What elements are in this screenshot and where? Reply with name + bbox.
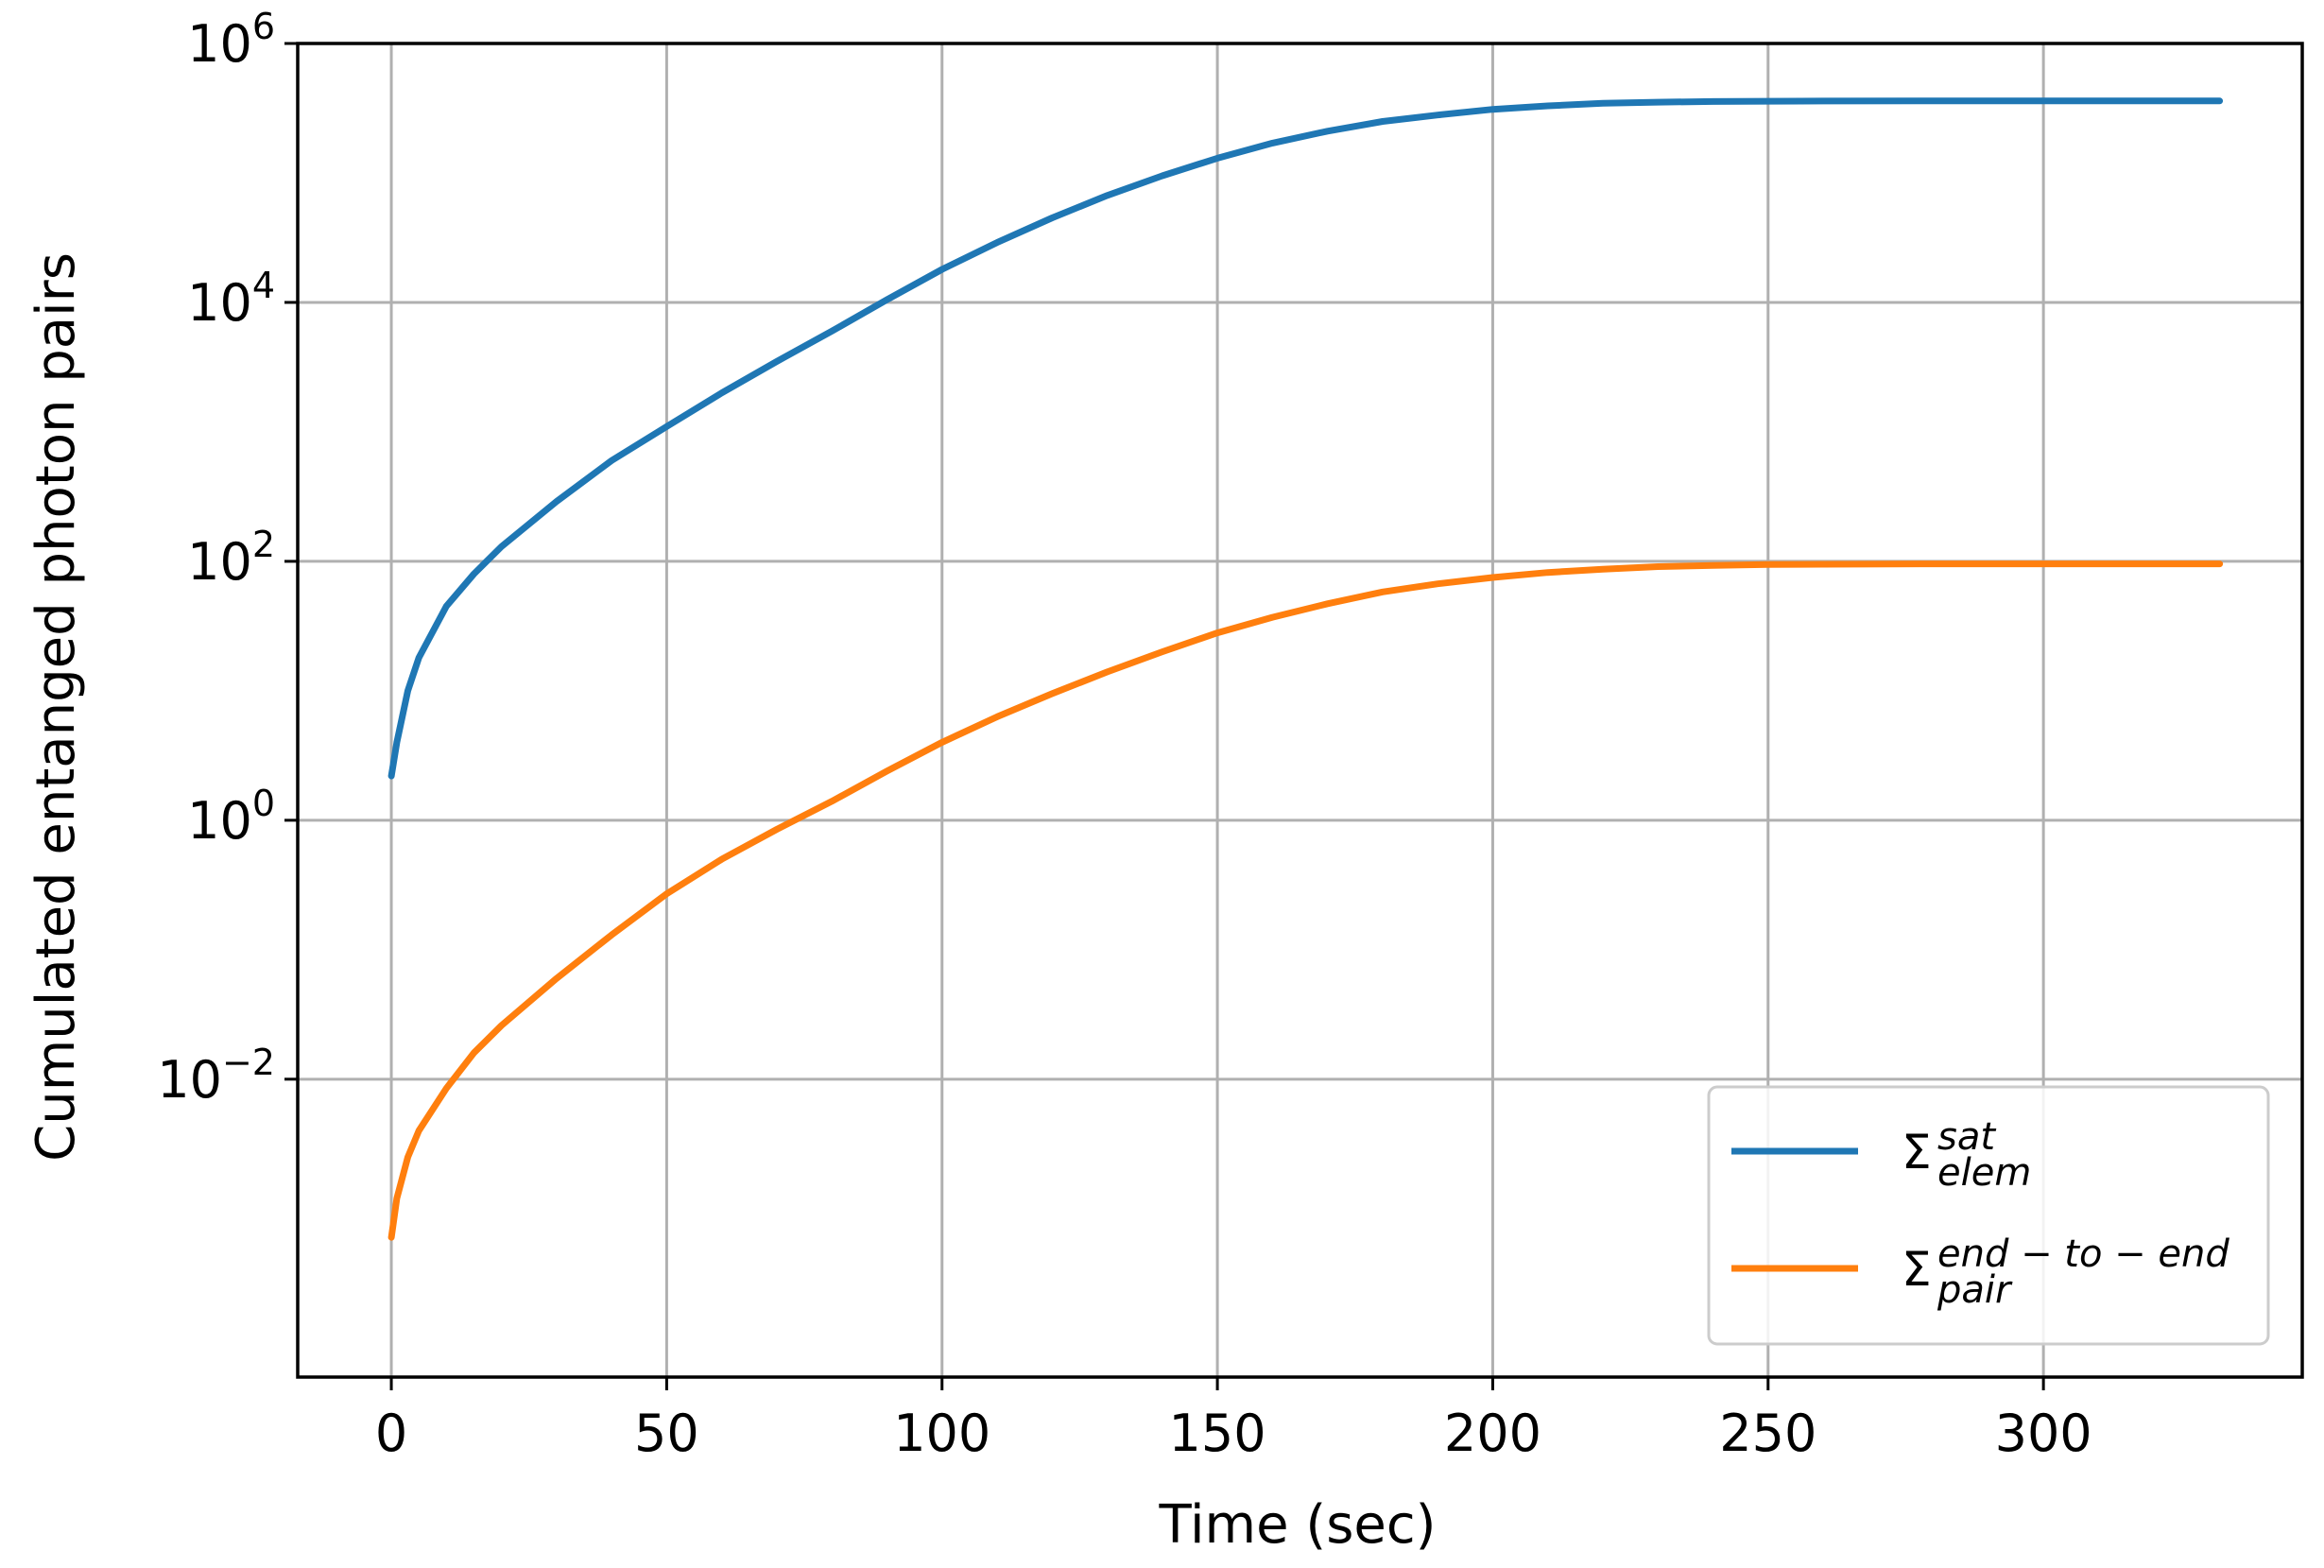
legend-superscript: end − to − end: [1937, 1232, 2229, 1276]
x-axis-label: Time (sec): [1159, 1494, 1437, 1556]
series-lines: [387, 97, 2224, 1241]
legend-subscript: elem: [1937, 1151, 2031, 1195]
x-tick-label: 150: [1169, 1404, 1266, 1463]
x-tick-label: 200: [1444, 1404, 1541, 1463]
legend-symbol: Σ: [1902, 1125, 1932, 1180]
y-tick-label: 102: [187, 524, 275, 592]
legend-superscript: sat: [1937, 1115, 1996, 1159]
x-tick-label: 300: [1995, 1404, 2092, 1463]
x-tick-label: 0: [375, 1404, 407, 1463]
y-axis-ticks: 10−2 100 102 104 106: [157, 6, 298, 1110]
plot-frame: [296, 42, 2304, 1379]
x-axis-ticks: 0 50 100 150 200 250 300: [375, 1377, 2092, 1463]
y-tick-label: 10−2: [157, 1042, 275, 1110]
series-line-1: [387, 97, 2224, 780]
x-tick-label: 100: [893, 1404, 990, 1463]
x-tick-label: 250: [1719, 1404, 1816, 1463]
y-tick-label: 100: [187, 783, 275, 851]
legend-symbol: Σ: [1902, 1242, 1932, 1297]
series-line-2: [387, 560, 2224, 1241]
y-tick-label: 106: [187, 6, 275, 74]
legend-subscript: pair: [1937, 1268, 2013, 1312]
y-tick-label: 104: [187, 265, 275, 333]
x-tick-label: 50: [634, 1404, 699, 1463]
y-axis-label: Cumulated entanged photon pairs: [26, 252, 87, 1162]
